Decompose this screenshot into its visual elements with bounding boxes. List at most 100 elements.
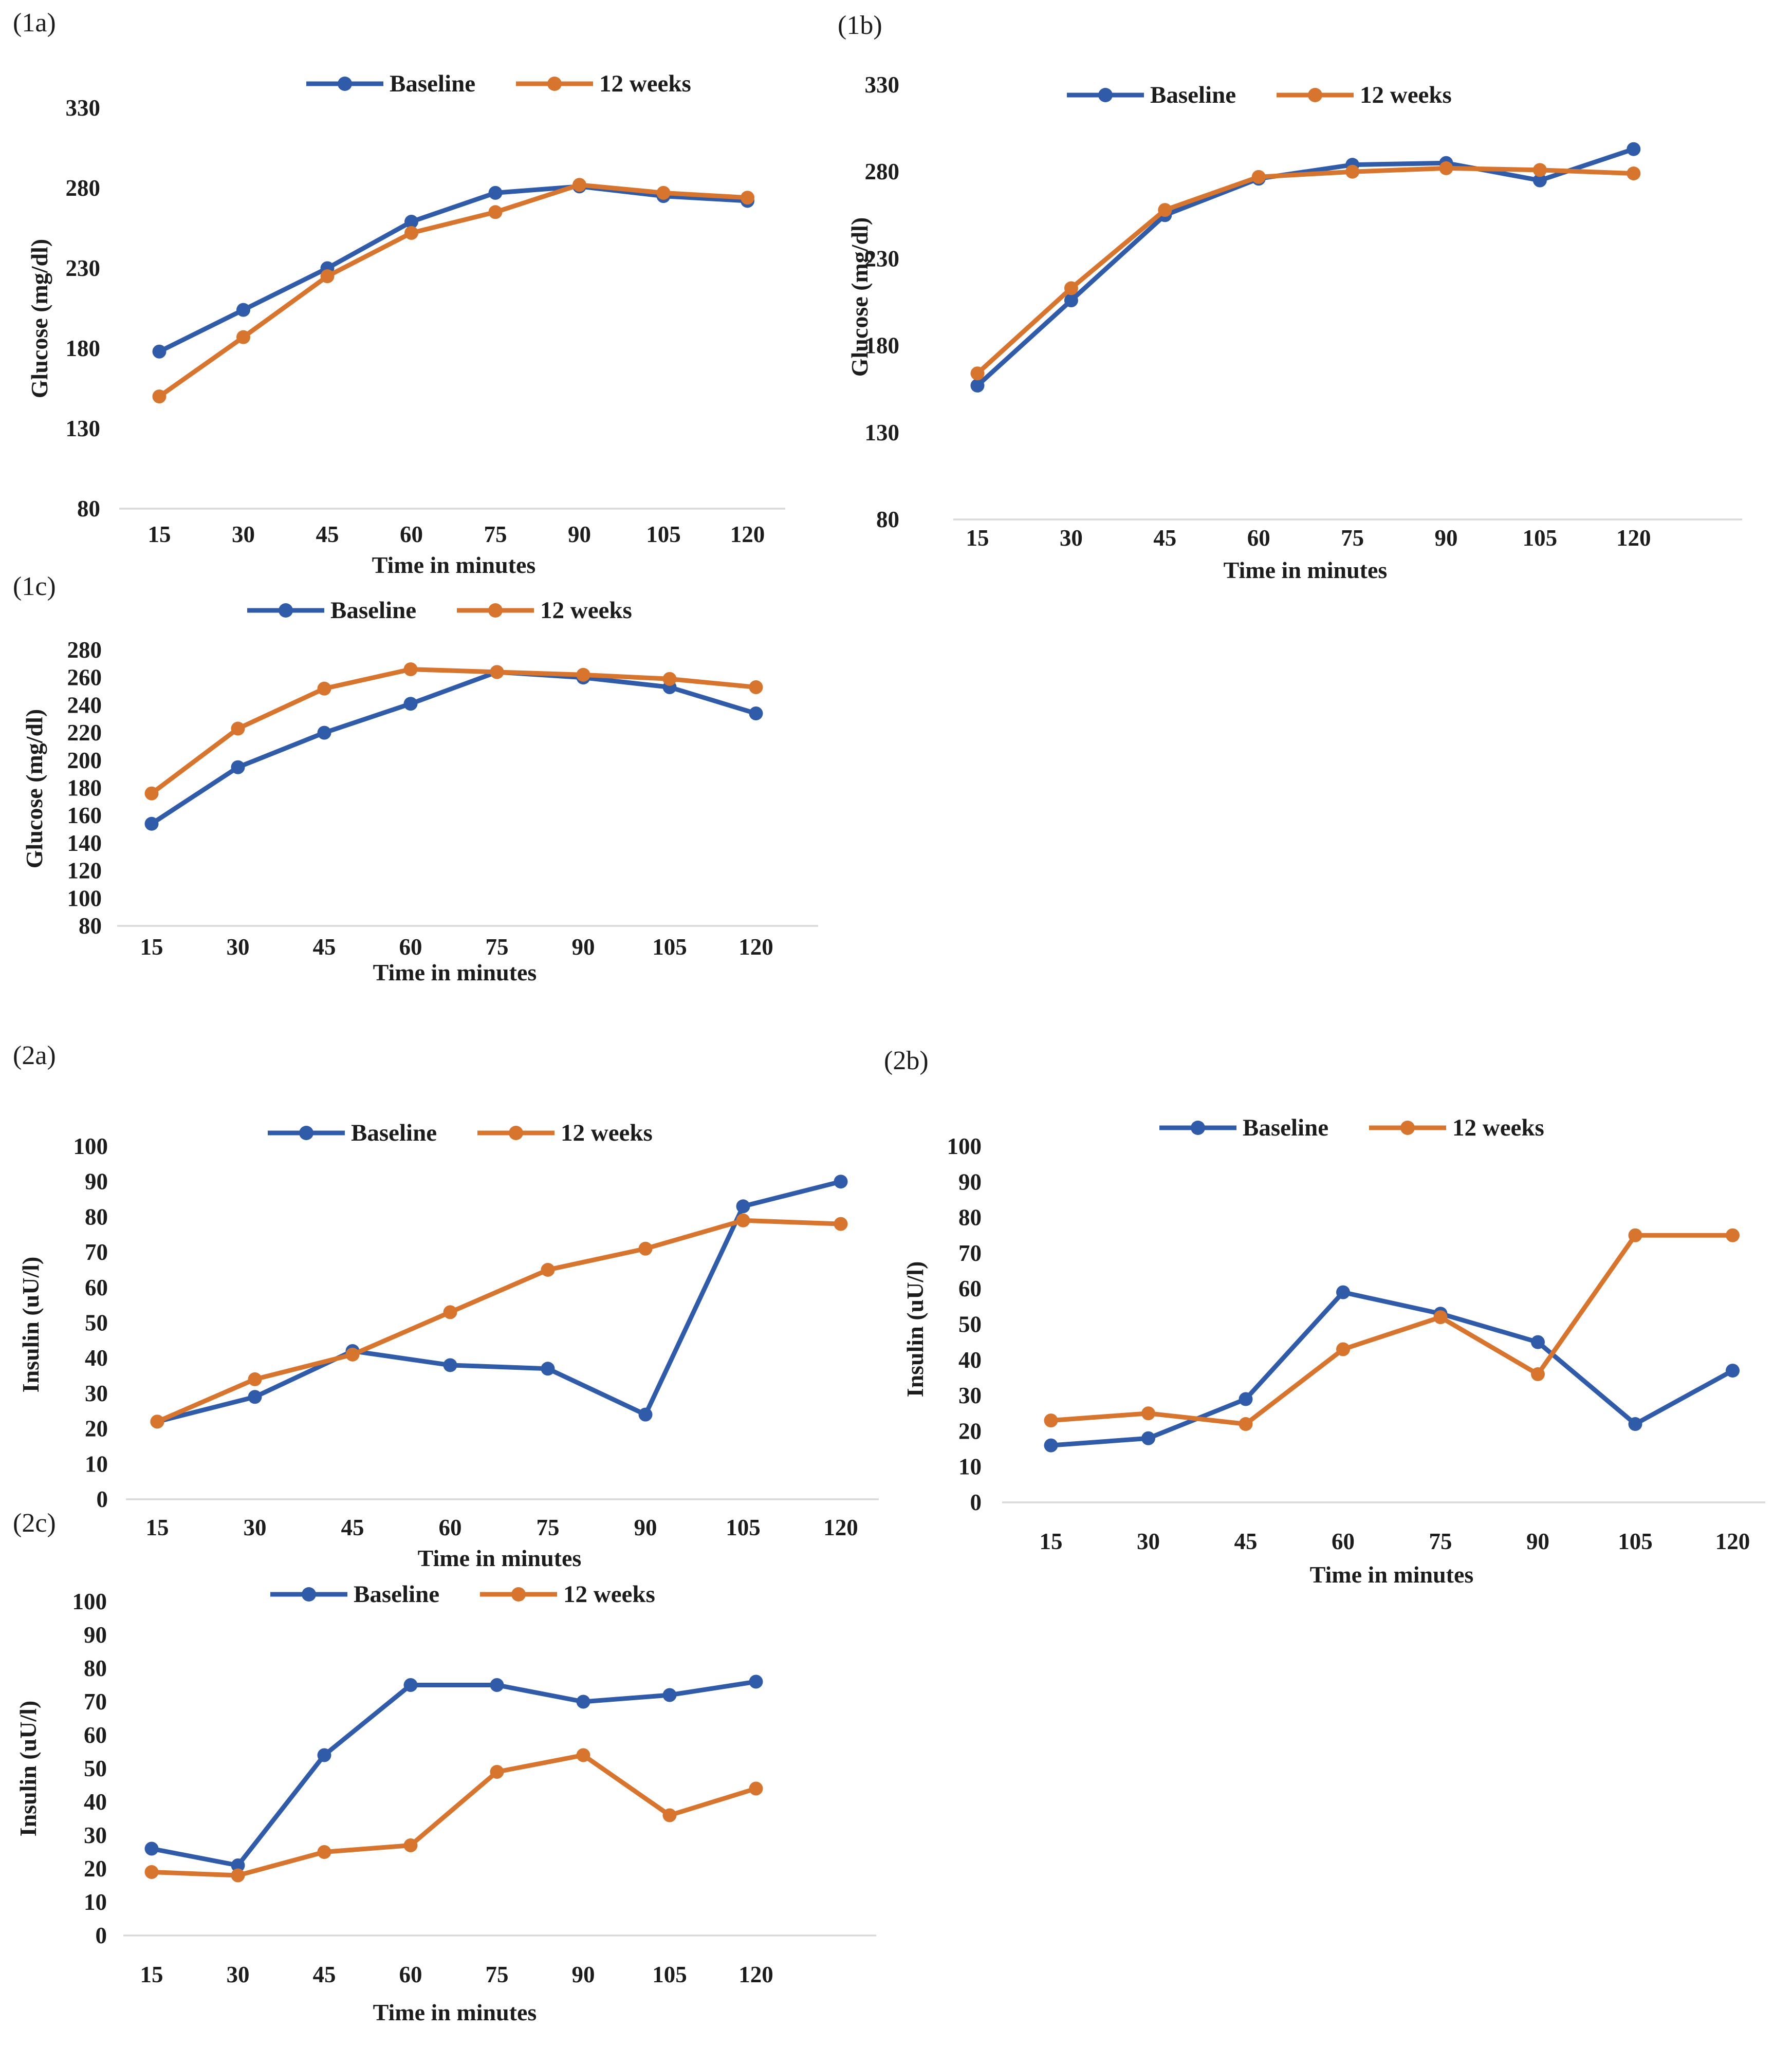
data-point-marker <box>1726 1228 1740 1242</box>
x-axis-title: Time in minutes <box>1310 1561 1474 1588</box>
data-point-marker <box>1064 293 1078 308</box>
x-axis-tick-label: 30 <box>232 522 255 547</box>
y-axis-tick-label: 0 <box>96 1923 107 1948</box>
y-axis-tick-label: 140 <box>67 830 102 856</box>
data-point-marker <box>1628 1417 1642 1431</box>
y-axis-tick-label: 130 <box>865 420 900 445</box>
legend-point-marker <box>1308 88 1322 102</box>
x-axis-tick-label: 15 <box>140 1962 163 1987</box>
series-line-12-weeks <box>149 1753 759 1878</box>
x-axis-tick-label: 90 <box>572 1962 595 1987</box>
legend-item-label: Baseline <box>1150 82 1236 108</box>
legend-item-label: 12 weeks <box>1360 82 1452 108</box>
data-point-marker <box>749 680 763 694</box>
y-axis-tick-label: 80 <box>85 1204 108 1230</box>
y-axis-tick-label: 10 <box>84 1889 107 1915</box>
legend-item-label: 12 weeks <box>1452 1114 1544 1141</box>
data-point-marker <box>152 389 167 404</box>
y-axis-tick-label: 50 <box>84 1756 107 1781</box>
y-axis-tick-label: 30 <box>85 1381 108 1406</box>
x-axis-tick-label: 105 <box>652 934 687 960</box>
x-axis-tick-label: 120 <box>730 522 765 547</box>
data-point-marker <box>403 1678 418 1692</box>
data-point-marker <box>736 1213 750 1227</box>
legend-item-label: Baseline <box>330 597 416 624</box>
x-axis-tick-label: 60 <box>439 1515 462 1540</box>
y-axis-tick-label: 0 <box>970 1490 982 1515</box>
data-point-marker <box>403 1838 418 1852</box>
data-point-marker <box>1627 142 1641 156</box>
data-point-marker <box>1239 1417 1253 1431</box>
y-axis-tick-label: 80 <box>77 496 100 522</box>
data-point-marker <box>1158 203 1172 217</box>
y-axis-tick-label: 160 <box>67 803 102 828</box>
x-axis-tick-label: 45 <box>313 1962 336 1987</box>
y-axis-tick-label: 70 <box>958 1240 982 1266</box>
y-axis-tick-label: 230 <box>865 246 900 271</box>
y-axis-tick-label: 240 <box>67 692 102 718</box>
y-axis-tick-label: 40 <box>958 1347 982 1373</box>
figure-tag-2c: (2c) <box>13 1509 56 1538</box>
y-axis-tick-label: 90 <box>958 1169 982 1195</box>
data-point-marker <box>576 1748 590 1762</box>
x-axis-tick-label: 75 <box>486 934 509 960</box>
x-axis-tick-label: 30 <box>1060 525 1083 551</box>
y-axis-tick-label: 10 <box>958 1454 982 1480</box>
data-point-marker <box>1345 164 1360 179</box>
x-axis-tick-label: 30 <box>1137 1529 1160 1554</box>
y-axis-tick-label: 220 <box>67 720 102 746</box>
x-axis-title: Time in minutes <box>372 552 536 575</box>
figure-tag-1c: (1c) <box>13 572 56 601</box>
data-point-marker <box>317 1748 331 1762</box>
x-axis-tick-label: 45 <box>1234 1529 1258 1554</box>
data-point-marker <box>834 1175 848 1189</box>
x-axis-title: Time in minutes <box>418 1545 582 1571</box>
y-axis-tick-label: 330 <box>865 72 900 98</box>
data-point-marker <box>749 706 763 721</box>
data-point-marker <box>144 1865 159 1879</box>
y-axis-title: Glucose (mg/dl) <box>21 709 47 868</box>
x-axis-tick-label: 15 <box>140 934 163 960</box>
y-axis-tick-label: 20 <box>84 1856 107 1882</box>
data-point-marker <box>572 178 586 192</box>
y-axis-tick-label: 70 <box>85 1239 108 1265</box>
data-point-marker <box>749 1781 763 1796</box>
legend-point-marker <box>511 1587 526 1602</box>
y-axis-tick-label: 60 <box>84 1722 107 1748</box>
y-axis-tick-label: 40 <box>84 1789 107 1815</box>
x-axis-tick-label: 105 <box>1618 1529 1653 1554</box>
legend-point-marker <box>488 603 503 618</box>
x-axis-tick-label: 45 <box>341 1515 364 1540</box>
y-axis-tick-label: 90 <box>85 1169 108 1195</box>
x-axis-tick-label: 60 <box>1332 1529 1355 1554</box>
data-point-marker <box>345 1347 360 1362</box>
figure-tag-2b: (2b) <box>884 1046 929 1075</box>
y-axis-tick-label: 80 <box>876 507 899 532</box>
data-point-marker <box>490 665 504 679</box>
x-axis-tick-label: 90 <box>572 934 595 960</box>
data-point-marker <box>443 1358 457 1372</box>
y-axis-tick-label: 60 <box>958 1276 982 1301</box>
data-point-marker <box>1064 281 1078 295</box>
data-point-marker <box>144 1841 159 1856</box>
data-point-marker <box>1251 170 1266 184</box>
data-point-marker <box>576 1695 590 1709</box>
series-line-12-weeks <box>155 1218 843 1424</box>
y-axis-tick-label: 120 <box>67 858 102 884</box>
data-point-marker <box>541 1262 555 1277</box>
legend-point-marker <box>509 1126 523 1140</box>
x-axis-tick-label: 60 <box>399 1962 422 1987</box>
x-axis-tick-label: 105 <box>726 1515 761 1540</box>
data-point-marker <box>1044 1438 1058 1453</box>
y-axis-tick-label: 180 <box>865 333 900 359</box>
figure-panel-2a: (2a) 100 90 80 70 60 50 40 30 20 10 0 15 30 45 60 75 90 1… <box>0 1028 899 1611</box>
y-axis-tick-label: 100 <box>67 885 102 911</box>
figure-tag-1b: (1b) <box>838 11 882 40</box>
data-point-marker <box>662 1808 677 1822</box>
data-point-marker <box>490 1765 504 1779</box>
data-point-marker <box>403 697 418 711</box>
x-axis-tick-label: 60 <box>1247 525 1270 551</box>
legend-item-label: 12 weeks <box>540 597 632 624</box>
